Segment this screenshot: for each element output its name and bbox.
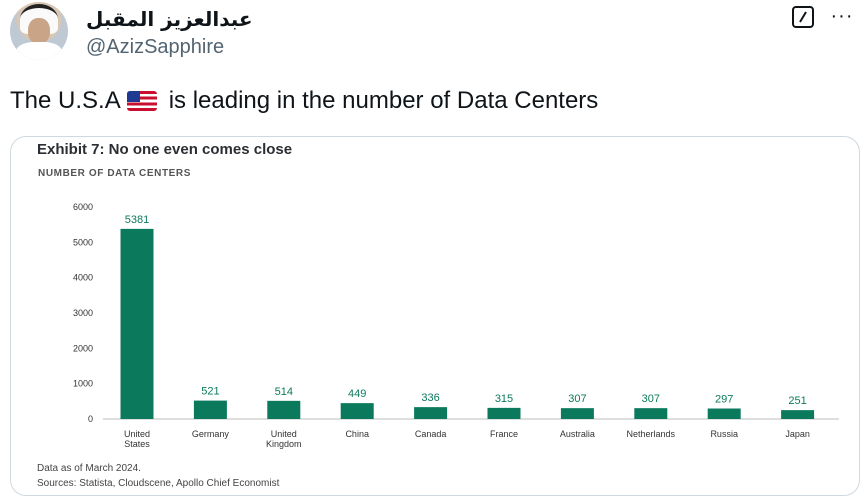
- tweet-text-part2: is leading in the number of Data Centers: [168, 87, 599, 114]
- x-tick-label: United States: [124, 429, 150, 449]
- bar: [414, 407, 448, 419]
- bar: [634, 408, 668, 419]
- x-tick-label: Russia: [710, 429, 738, 439]
- tweet-text: The U.S.A is leading in the number of Da…: [10, 86, 598, 116]
- avatar[interactable]: [10, 2, 68, 60]
- x-tick-label: Japan: [785, 429, 810, 439]
- y-tick-label: 4000: [73, 273, 93, 283]
- bar-value-label: 307: [568, 393, 586, 405]
- y-tick-label: 3000: [73, 308, 93, 318]
- more-options-icon[interactable]: ···: [830, 5, 854, 27]
- bar-chart: 0 1000 2000 3000 4000 5000 6000 5381 United State…: [73, 202, 839, 449]
- chart-note-sources: Sources: Statista, Cloudscene, Apollo Ch…: [37, 478, 280, 489]
- bar-value-label: 514: [275, 386, 293, 398]
- chart-y-label: NUMBER OF DATA CENTERS: [38, 168, 192, 179]
- bar-value-label: 336: [421, 392, 439, 404]
- bar: [560, 408, 594, 419]
- bar-value-label: 307: [642, 393, 660, 405]
- y-tick-label: 5000: [73, 237, 93, 247]
- bar: [193, 400, 227, 419]
- bar: [267, 400, 301, 419]
- tweet-text-part1: The U.S.A: [10, 87, 121, 114]
- bar: [340, 403, 374, 419]
- x-tick-label: Canada: [415, 429, 447, 439]
- bar-value-label: 251: [788, 395, 806, 407]
- x-tick-label: United Kingdom: [266, 429, 302, 449]
- bar: [707, 408, 741, 419]
- bar: [487, 407, 521, 419]
- y-tick-label: 0: [88, 414, 93, 424]
- bar-value-label: 315: [495, 393, 513, 405]
- author-display-name[interactable]: عبدالعزيز المقبل: [86, 7, 253, 31]
- chart-image-card[interactable]: Exhibit 7: No one even comes close NUMBE…: [10, 136, 860, 496]
- x-tick-label: Netherlands: [627, 429, 676, 439]
- x-tick-label: Australia: [560, 429, 595, 439]
- y-tick-label: 2000: [73, 343, 93, 353]
- x-tick-label: France: [490, 429, 518, 439]
- bar-value-label: 521: [201, 386, 219, 398]
- chart-note-date: Data as of March 2024.: [37, 463, 141, 474]
- bar-value-label: 449: [348, 388, 366, 400]
- grok-icon[interactable]: [792, 6, 814, 28]
- us-flag-icon: [126, 91, 157, 111]
- y-tick-label: 1000: [73, 379, 93, 389]
- bar-value-label: 5381: [125, 214, 149, 226]
- x-tick-label: Germany: [192, 429, 230, 439]
- chart-title: Exhibit 7: No one even comes close: [37, 141, 293, 158]
- x-tick-label: China: [345, 429, 369, 439]
- bar: [120, 228, 154, 419]
- author-handle[interactable]: @AzizSapphire: [86, 36, 225, 58]
- y-tick-label: 6000: [73, 202, 93, 212]
- bar: [781, 410, 815, 419]
- tweet-header: عبدالعزيز المقبل @AzizSapphire ···: [10, 2, 854, 62]
- bar-value-label: 297: [715, 394, 733, 406]
